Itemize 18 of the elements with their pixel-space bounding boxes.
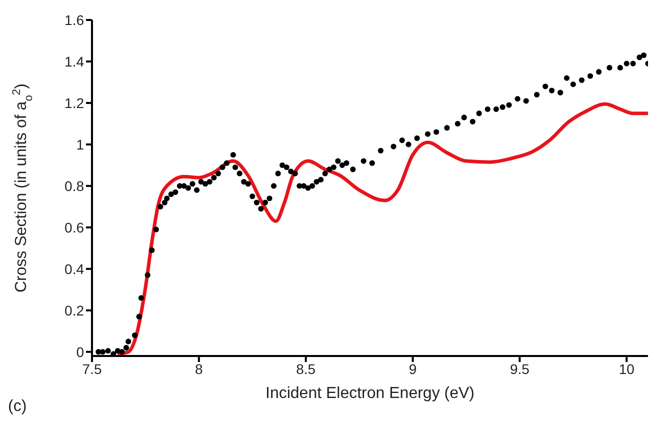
x-axis-title: Incident Electron Energy (eV) [266, 385, 474, 402]
text: (c) [8, 398, 27, 416]
x-tick-label: 8.5 [296, 360, 316, 377]
y-tick-label: 1 [76, 136, 84, 152]
x-tick-label: 7.5 [82, 360, 102, 377]
x-tick-label: 8 [195, 360, 204, 377]
y-tick-label: 1.6 [64, 12, 84, 28]
y-tick-label: 0 [76, 344, 84, 360]
x-tick-label: 10 [618, 360, 635, 377]
y-tick-label: 0.2 [64, 302, 84, 318]
y-tick-label: 0.6 [64, 219, 84, 236]
y-tick-label: 1.2 [64, 94, 84, 111]
x-tick-label: 9 [408, 360, 417, 377]
x-tick-label: 9.5 [510, 360, 530, 377]
y-tick-label: 1.4 [64, 53, 84, 70]
line-series [116, 102, 648, 356]
y-tick-label: 0.8 [64, 178, 84, 194]
y-tick-label: 0.4 [64, 260, 84, 277]
